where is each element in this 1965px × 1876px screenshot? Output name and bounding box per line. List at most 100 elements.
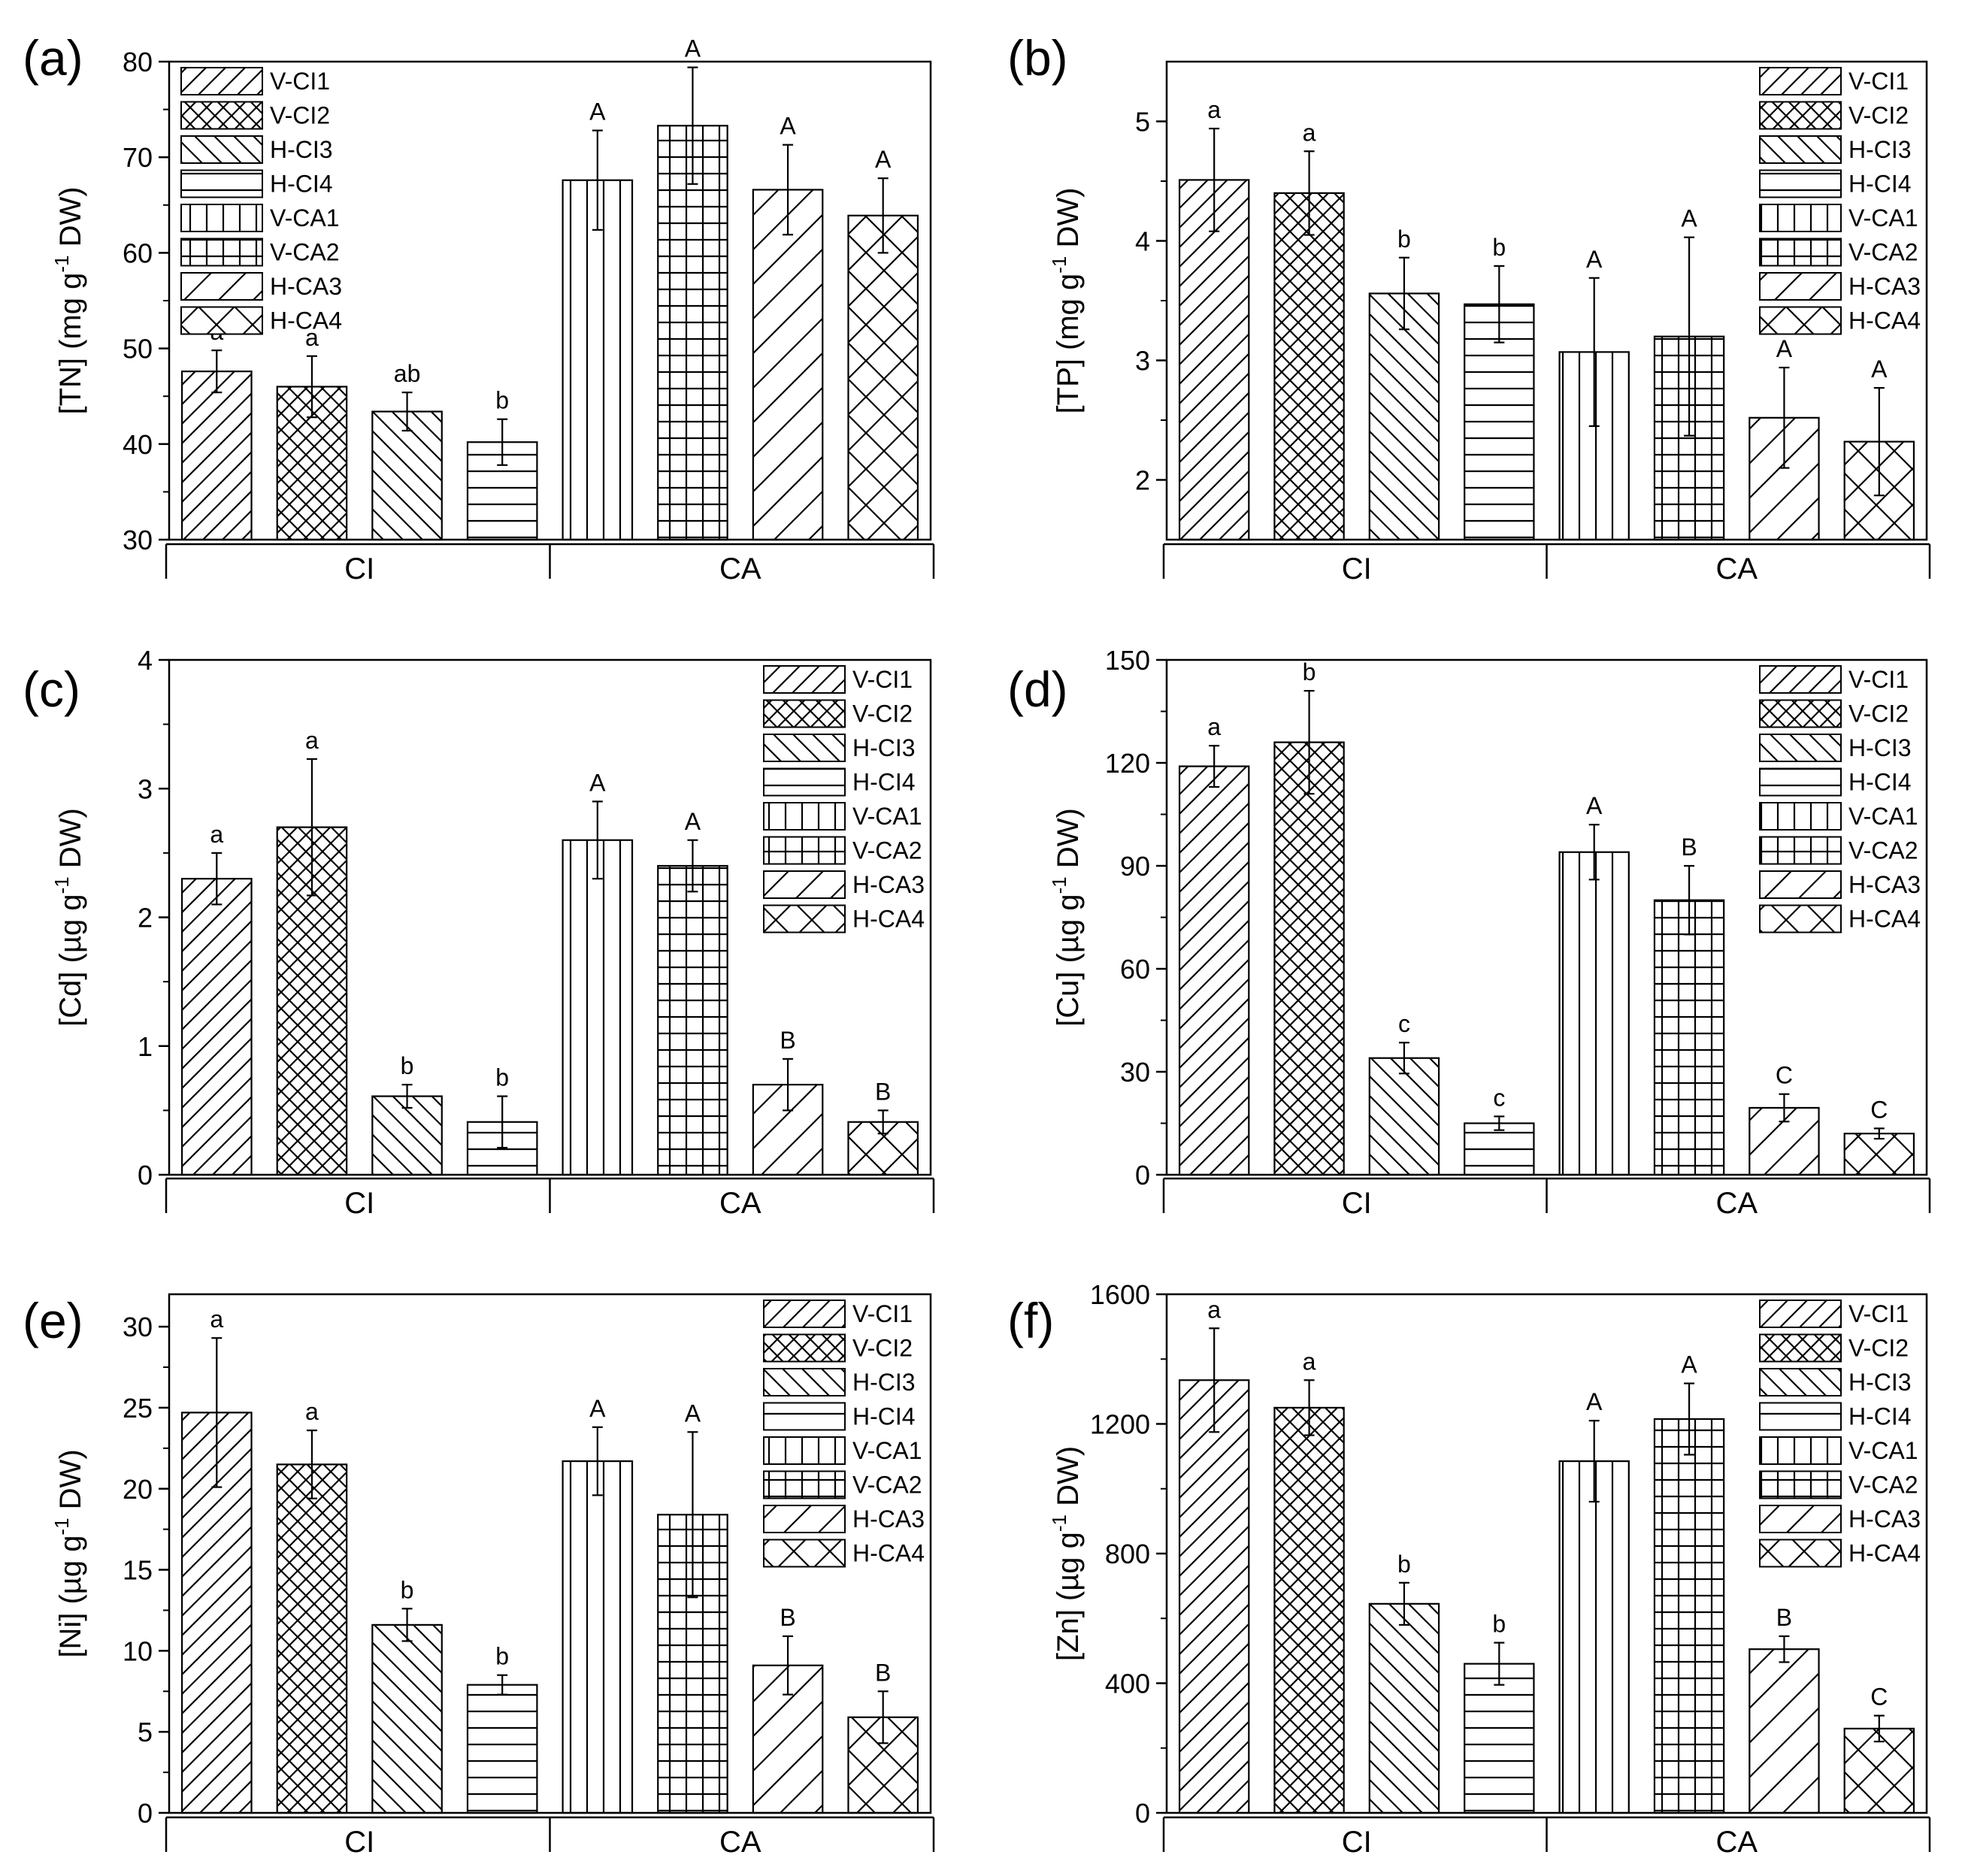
significance-label: a <box>305 727 319 754</box>
bar-v-ci1 <box>1178 765 1250 1176</box>
legend-label: H-CI3 <box>270 136 333 163</box>
bar-v-ca2 <box>1653 1418 1725 1814</box>
y-tick-label: 5 <box>1135 107 1150 138</box>
legend-item-v-ci2: V-CI2 <box>1759 101 1909 130</box>
bar-v-ca2 <box>1653 899 1725 1176</box>
legend-swatch <box>763 1470 846 1499</box>
legend-label: V-CA2 <box>852 837 922 864</box>
group-axis <box>165 1816 935 1852</box>
error-bar <box>1873 386 1885 497</box>
error-bar <box>1779 366 1790 469</box>
significance-label: A <box>1586 792 1603 819</box>
significance-label: c <box>1493 1084 1505 1111</box>
y-tick-label: 1600 <box>1090 1279 1150 1310</box>
significance-label: a <box>305 324 319 351</box>
legend-item-h-ca4: H-CA4 <box>763 904 925 933</box>
legend-swatch <box>1759 1436 1842 1465</box>
group-label-ci: CI <box>344 1187 374 1220</box>
legend-label: V-CI2 <box>852 700 913 728</box>
legend-label: V-CA2 <box>1848 1472 1918 1499</box>
error-bar <box>1303 150 1315 236</box>
error-bar <box>1303 1379 1315 1436</box>
legend-item-h-ca4: H-CA4 <box>1759 306 1921 335</box>
legend-swatch <box>1759 1505 1842 1533</box>
legend-swatch <box>763 904 846 933</box>
legend-label: H-CI4 <box>1848 769 1912 796</box>
legend-swatch <box>1759 1333 1842 1363</box>
panel-letter: (f) <box>1007 1293 1054 1348</box>
error-bar <box>877 177 889 254</box>
legend-swatch <box>763 802 846 831</box>
y-tick-label: 5 <box>138 1717 153 1747</box>
bar-v-ci1 <box>180 878 253 1176</box>
legend-item-h-ci4: H-CI4 <box>1759 1402 1912 1431</box>
significance-label: A <box>589 769 606 796</box>
panel-c: (c) a a b b A A B B 0 1 2 3 4 [Cd] (µg g-1 DW) CI CA V-CI… <box>23 645 935 1220</box>
bar-h-ci4 <box>1464 303 1535 541</box>
error-bar <box>1398 256 1409 331</box>
legend-label: V-CI2 <box>270 102 330 129</box>
panel-letter: (d) <box>1007 661 1068 717</box>
y-tick-label: 4 <box>138 645 153 676</box>
significance-label: A <box>1681 205 1697 232</box>
y-tick-label: 80 <box>123 47 153 77</box>
legend-swatch <box>1759 904 1842 933</box>
bar-h-ca3 <box>752 189 824 541</box>
panel-letter: (b) <box>1007 30 1068 86</box>
legend-item-v-ca1: V-CA1 <box>763 1436 922 1465</box>
error-bar <box>1303 689 1315 795</box>
legend-label: H-CI3 <box>852 1369 916 1396</box>
y-axis-label: [Zn] (µg g-1 DW) <box>1048 1446 1085 1661</box>
significance-label: A <box>1586 1388 1603 1415</box>
legend-item-h-ca3: H-CA3 <box>763 1505 925 1533</box>
bar-v-ca1 <box>1558 851 1630 1176</box>
legend: V-CI1 V-CI2 H-CI3 H-CI4 V-CA1 V-CA2 H-CA3 H-CA4 <box>1759 67 1921 335</box>
legend-label: V-CI1 <box>1848 68 1909 95</box>
significance-label: A <box>685 808 701 835</box>
bar-v-ci2 <box>276 1463 348 1814</box>
legend-label: V-CI1 <box>1848 666 1909 693</box>
legend-swatch <box>1759 767 1842 797</box>
significance-label: b <box>1397 1551 1411 1578</box>
error-bar <box>1684 864 1695 936</box>
error-bar <box>687 839 698 893</box>
legend-swatch <box>763 1539 846 1568</box>
significance-label: a <box>305 1398 319 1425</box>
error-bar <box>877 1690 889 1744</box>
error-bar <box>1873 1714 1885 1743</box>
legend-label: V-CA2 <box>1848 239 1918 266</box>
legend-swatch <box>1759 272 1842 301</box>
legend-label: V-CA1 <box>852 1437 922 1464</box>
legend-label: H-CI4 <box>852 769 916 796</box>
legend-item-v-ca2: V-CA2 <box>763 1470 922 1499</box>
significance-label: B <box>875 1078 891 1105</box>
legend-item-h-ci3: H-CI3 <box>1759 734 1912 762</box>
y-tick-label: 25 <box>123 1393 153 1424</box>
bar-h-ci3 <box>1368 292 1440 541</box>
legend-item-h-ca3: H-CA3 <box>1759 870 1921 899</box>
legend-item-h-ci3: H-CI3 <box>763 734 916 762</box>
significance-label: C <box>1870 1684 1888 1711</box>
legend-label: H-CA3 <box>270 273 342 300</box>
legend-swatch <box>1759 135 1842 164</box>
legend-swatch <box>180 67 263 95</box>
legend-item-v-ci2: V-CI2 <box>1759 1333 1909 1363</box>
legend-item-v-ci2: V-CI2 <box>180 101 330 130</box>
legend-swatch <box>1759 870 1842 899</box>
y-tick-label: 1 <box>138 1031 153 1062</box>
y-tick-label: 60 <box>1120 954 1150 985</box>
error-bar <box>1209 127 1220 232</box>
error-bar <box>497 1674 508 1696</box>
y-tick-label: 60 <box>123 238 153 268</box>
error-bar <box>306 1430 317 1499</box>
legend-label: H-CA3 <box>852 1505 925 1533</box>
legend-item-v-ca1: V-CA1 <box>763 802 922 831</box>
legend-label: H-CI3 <box>1848 734 1912 761</box>
significance-label: A <box>685 35 701 62</box>
legend-item-h-ca4: H-CA4 <box>1759 1539 1921 1568</box>
error-bar <box>1779 1093 1790 1123</box>
legend-item-v-ca2: V-CA2 <box>1759 836 1918 865</box>
legend-item-v-ca1: V-CA1 <box>1759 204 1918 232</box>
bar-v-ca2 <box>657 125 728 541</box>
bar-h-ci3 <box>371 1623 443 1814</box>
